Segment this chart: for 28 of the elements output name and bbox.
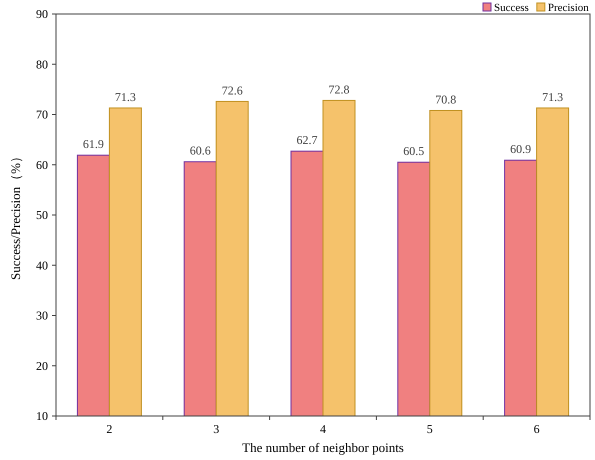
- data-label: 70.8: [435, 92, 456, 106]
- data-label: 60.5: [403, 144, 424, 158]
- x-tick-label: 2: [106, 422, 112, 436]
- legend-label: Success: [494, 2, 529, 14]
- y-axis-title: Success/Precision（%）: [8, 150, 23, 280]
- y-tick-label: 70: [36, 108, 48, 122]
- x-tick-label: 6: [534, 422, 540, 436]
- data-label: 62.7: [296, 133, 318, 148]
- data-label: 72.8: [328, 82, 350, 96]
- x-axis-title: The number of neighbor points: [242, 440, 404, 455]
- y-tick-label: 20: [36, 358, 48, 373]
- legend-label: Precision: [548, 2, 590, 14]
- y-tick-label: 40: [36, 258, 48, 272]
- x-tick-label: 4: [320, 422, 326, 436]
- data-label: 71.3: [542, 90, 564, 104]
- x-tick-label: 5: [426, 422, 433, 436]
- y-tick-label: 90: [36, 7, 48, 21]
- y-tick-label: 10: [36, 409, 48, 423]
- y-tick-label: 60: [36, 158, 48, 172]
- data-label: 60.9: [510, 142, 532, 156]
- data-label: 60.6: [190, 144, 211, 158]
- y-tick-label: 30: [36, 308, 48, 322]
- data-label: 71.3: [114, 90, 136, 104]
- data-label: 61.9: [82, 137, 104, 152]
- y-tick-label: 50: [36, 208, 48, 222]
- y-tick-label: 80: [36, 57, 48, 72]
- data-label: 72.6: [222, 83, 243, 98]
- x-tick-label: 3: [213, 422, 220, 436]
